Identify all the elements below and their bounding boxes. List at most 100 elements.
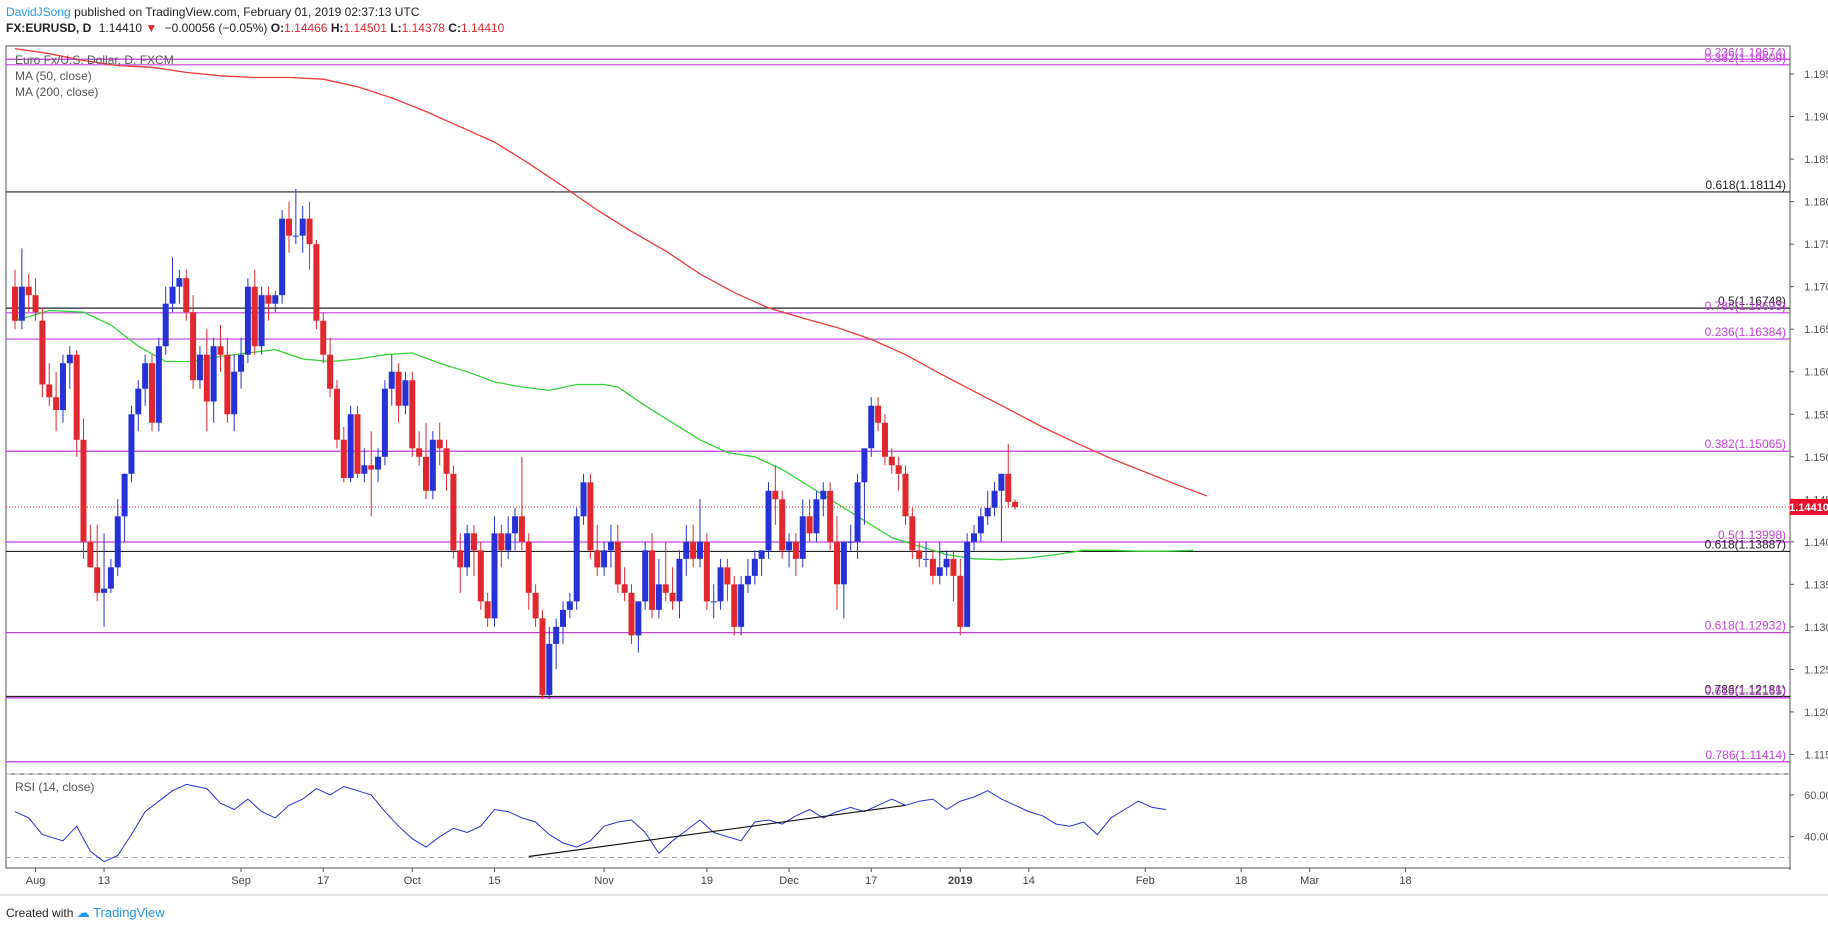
candle-body	[649, 550, 656, 610]
candle-body	[450, 473, 457, 551]
candle	[984, 490, 991, 525]
date-tick-label: 14	[1023, 875, 1035, 887]
candle-body	[772, 490, 779, 500]
candle	[655, 558, 662, 619]
candle	[738, 575, 745, 636]
fib-label: 0.618(1.13887)	[1705, 537, 1786, 551]
candle-body	[683, 541, 690, 559]
candle-body	[94, 567, 101, 593]
price-tick-label: 1.16000	[1804, 367, 1828, 379]
candle	[169, 256, 176, 313]
price-tick-label: 1.15000	[1804, 452, 1828, 464]
rsi-line	[14, 783, 1166, 863]
rsi-tick-label: 40.0000	[1804, 832, 1828, 844]
candle	[217, 324, 224, 372]
candle-body	[964, 541, 971, 627]
tradingview-logo-icon[interactable]: ☁	[76, 905, 90, 920]
candle	[395, 363, 402, 423]
candle	[265, 286, 272, 321]
candle	[539, 609, 546, 700]
candle	[183, 269, 190, 321]
candle	[827, 482, 834, 551]
candle	[690, 524, 697, 568]
fib-label: 0.382(1.15065)	[1705, 437, 1786, 451]
rsi-pane: 60.0000 40.0000	[6, 773, 1828, 863]
candle-body	[340, 439, 347, 479]
candle	[244, 278, 251, 364]
candle	[758, 550, 765, 576]
fib-label: 0.618(1.12165)	[1705, 684, 1786, 698]
open-label: O:	[270, 21, 285, 35]
ma50-legend[interactable]: MA (50, close)	[15, 69, 92, 83]
candle	[292, 188, 299, 245]
candle	[327, 337, 334, 398]
candle-body	[786, 541, 793, 551]
candle-body	[792, 541, 799, 559]
candle	[731, 575, 738, 636]
candle	[751, 550, 758, 585]
candle-body	[299, 218, 306, 236]
candle	[477, 541, 484, 610]
candle	[25, 273, 32, 313]
candle	[950, 550, 957, 602]
candle-body	[361, 465, 368, 474]
candle	[286, 201, 292, 253]
candle	[683, 524, 690, 576]
instrument-label[interactable]: Euro Fx/U.S. Dollar, D, FXCM	[15, 53, 174, 67]
candle	[792, 533, 799, 576]
candle-body	[916, 550, 923, 559]
candle	[532, 584, 539, 627]
rsi-legend[interactable]: RSI (14, close)	[15, 780, 95, 794]
candle-body	[306, 218, 313, 245]
rsi-tick-label: 60.0000	[1804, 790, 1828, 802]
candle	[443, 439, 450, 491]
candle	[320, 312, 327, 364]
candle-body	[265, 295, 272, 304]
candle-body	[25, 286, 32, 296]
candle	[313, 239, 320, 330]
candle-body	[244, 286, 251, 355]
candle	[155, 337, 162, 432]
candle	[998, 473, 1005, 542]
high-value: 1.14501	[343, 21, 387, 35]
fibonacci-levels: 0.236(1.19674)0.382(1.19609) 0.618(1.1811…	[6, 45, 1790, 763]
candle-body	[80, 439, 87, 542]
price-change: −0.00056 (−0.05%)	[164, 21, 268, 35]
candle-body	[169, 286, 176, 304]
symbol-info-line: FX:EURUSD, D 1.14410 ▼ −0.00056 (−0.05%)…	[6, 21, 504, 35]
candle	[628, 584, 635, 644]
candle-body	[66, 354, 73, 364]
candle	[306, 201, 313, 270]
candle	[340, 427, 347, 483]
candle-body	[101, 588, 108, 593]
candle-body	[971, 533, 977, 542]
candle	[744, 558, 751, 593]
candle-body	[128, 414, 135, 474]
footer: Created with ☁ TradingView	[6, 905, 165, 921]
candle-body	[580, 482, 587, 517]
candle-body	[505, 533, 512, 551]
moving-averages	[14, 47, 1208, 561]
author-link[interactable]: DavidJSong	[6, 5, 71, 19]
candle	[703, 533, 710, 610]
fib-label: 0.236(1.16384)	[1705, 325, 1786, 339]
candle	[375, 448, 382, 483]
down-arrow-icon: ▼	[145, 21, 158, 35]
candle-body	[402, 380, 409, 406]
candle	[779, 490, 786, 559]
candle	[587, 473, 594, 559]
candle-body	[354, 414, 361, 474]
candle	[423, 422, 429, 500]
candle	[765, 482, 772, 559]
fib-label: 0.618(1.18114)	[1705, 178, 1786, 192]
candle	[272, 290, 279, 313]
candle-body	[881, 422, 888, 457]
candle	[149, 354, 155, 432]
candle	[203, 329, 210, 432]
tradingview-brand[interactable]: TradingView	[93, 905, 165, 920]
ma200-legend[interactable]: MA (200, close)	[15, 85, 99, 99]
candle	[258, 286, 265, 355]
candle-body	[977, 516, 984, 534]
candle-body	[539, 618, 546, 695]
